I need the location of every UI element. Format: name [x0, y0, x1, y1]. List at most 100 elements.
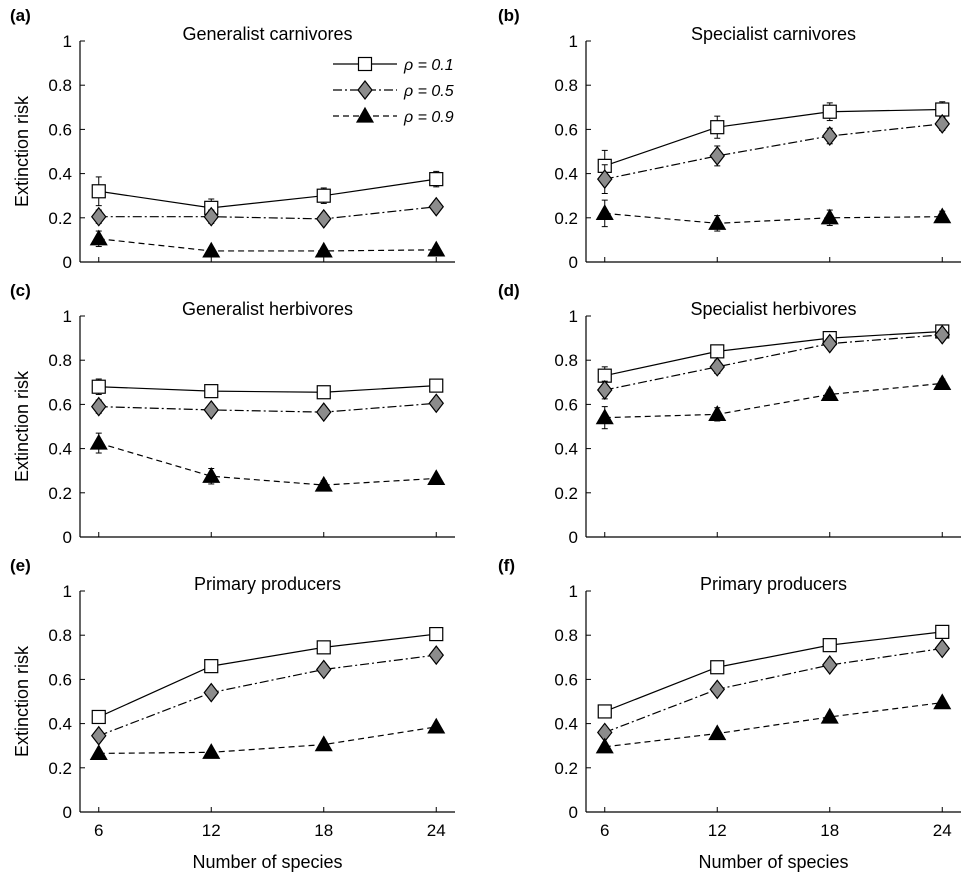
data-point	[314, 735, 333, 752]
series-1	[597, 624, 950, 719]
y-tick-label: 1	[569, 307, 578, 326]
data-point	[933, 374, 952, 391]
series-line	[604, 382, 943, 419]
data-point	[204, 659, 219, 674]
series-2	[596, 324, 951, 401]
data-point	[708, 405, 727, 421]
legend-marker	[355, 106, 375, 123]
series-line	[98, 654, 437, 737]
data-point	[822, 638, 837, 653]
data-point	[428, 645, 445, 666]
y-tick-label: 0.4	[554, 715, 578, 734]
data-point	[934, 324, 951, 345]
series-1	[91, 626, 444, 725]
data-point	[595, 737, 614, 754]
panel-title: Specialist herbivores	[690, 299, 856, 319]
data-point	[89, 229, 108, 246]
y-tick-label: 1	[63, 582, 72, 601]
data-point	[933, 207, 952, 224]
panel-d: 0 0.2 0.4 0.6 0.8 1 (d) Specialist herbivores	[498, 281, 961, 547]
series-3	[89, 229, 446, 258]
data-point	[203, 399, 220, 420]
legend-marker	[357, 80, 373, 100]
data-point	[427, 240, 446, 257]
series-2	[90, 645, 445, 746]
panel-label: (d)	[498, 281, 520, 300]
data-point	[428, 196, 445, 217]
data-point	[596, 380, 613, 401]
y-tick-label: 0.6	[48, 395, 72, 414]
panel-title: Primary producers	[700, 574, 847, 594]
x-tick-label: 24	[933, 821, 952, 840]
data-point	[820, 385, 839, 402]
data-point	[204, 384, 219, 399]
data-point	[91, 709, 106, 725]
y-tick-label: 0	[63, 803, 72, 822]
data-point	[820, 707, 839, 724]
y-tick-label: 0.8	[554, 76, 578, 95]
data-point	[597, 704, 612, 719]
data-point	[708, 724, 727, 741]
series-3	[595, 693, 952, 754]
y-tick-label: 0	[63, 253, 72, 272]
y-tick-label: 1	[569, 582, 578, 601]
data-point	[203, 682, 220, 703]
panel-title: Primary producers	[194, 574, 341, 594]
data-point	[709, 145, 726, 166]
y-axis-label: Extinction risk	[12, 95, 32, 207]
data-point	[89, 433, 108, 450]
panel-title: Specialist carnivores	[691, 24, 856, 44]
panel-a: 0 0.2 0.4 0.6 0.8 1 (a) Generalist carnivores Ex…	[10, 6, 455, 272]
data-point	[429, 626, 444, 642]
y-tick-label: 0.6	[554, 120, 578, 139]
y-tick-label: 0	[63, 528, 72, 547]
panel-e: 0 0.2 0.4 0.6 0.8 1 6 12 18 24 (e) Primary producer…	[10, 556, 455, 872]
y-tick-label: 0.2	[554, 484, 578, 503]
series-line	[604, 123, 943, 180]
data-point	[90, 725, 107, 746]
y-tick-label: 0.2	[48, 484, 72, 503]
series-line	[98, 385, 437, 393]
data-point	[316, 640, 331, 655]
data-point	[710, 344, 725, 359]
y-tick-label: 0.4	[48, 715, 72, 734]
y-tick-label: 0.2	[48, 759, 72, 778]
data-point	[202, 241, 221, 258]
panel-f: 0 0.2 0.4 0.6 0.8 1 6 12 18 24 (f) Primary producer…	[498, 556, 961, 872]
series-line	[604, 334, 943, 391]
data-point	[203, 206, 220, 227]
x-axis-label: Number of species	[192, 852, 342, 872]
legend-label: ρ = 0.1	[403, 57, 454, 74]
data-point	[821, 333, 838, 354]
series-1	[91, 378, 444, 400]
data-point	[315, 402, 332, 423]
data-point	[709, 679, 726, 700]
series-line	[604, 631, 943, 713]
series-3	[595, 199, 952, 232]
y-axis-label: Extinction risk	[12, 370, 32, 482]
series-line	[604, 212, 943, 224]
data-point	[316, 188, 331, 203]
y-tick-label: 0.6	[554, 395, 578, 414]
data-point	[933, 693, 952, 710]
data-point	[820, 208, 839, 225]
legend-label: ρ = 0.9	[403, 109, 454, 126]
y-tick-label: 0	[569, 528, 578, 547]
panel-b: 0 0.2 0.4 0.6 0.8 1 (b) Specialist carnivores	[498, 6, 961, 272]
series-line	[604, 330, 943, 377]
data-point	[934, 113, 951, 134]
data-point	[822, 104, 837, 119]
series-line	[98, 442, 437, 486]
series-2	[596, 638, 951, 743]
data-point	[315, 659, 332, 680]
series-line	[604, 647, 943, 734]
panel-label: (e)	[10, 556, 31, 575]
x-tick-label: 12	[202, 821, 221, 840]
data-point	[314, 475, 333, 492]
y-tick-label: 0.2	[48, 209, 72, 228]
x-axis-label: Number of species	[698, 852, 848, 872]
data-point	[89, 744, 108, 761]
y-tick-label: 0.8	[48, 351, 72, 370]
data-point	[596, 169, 613, 190]
